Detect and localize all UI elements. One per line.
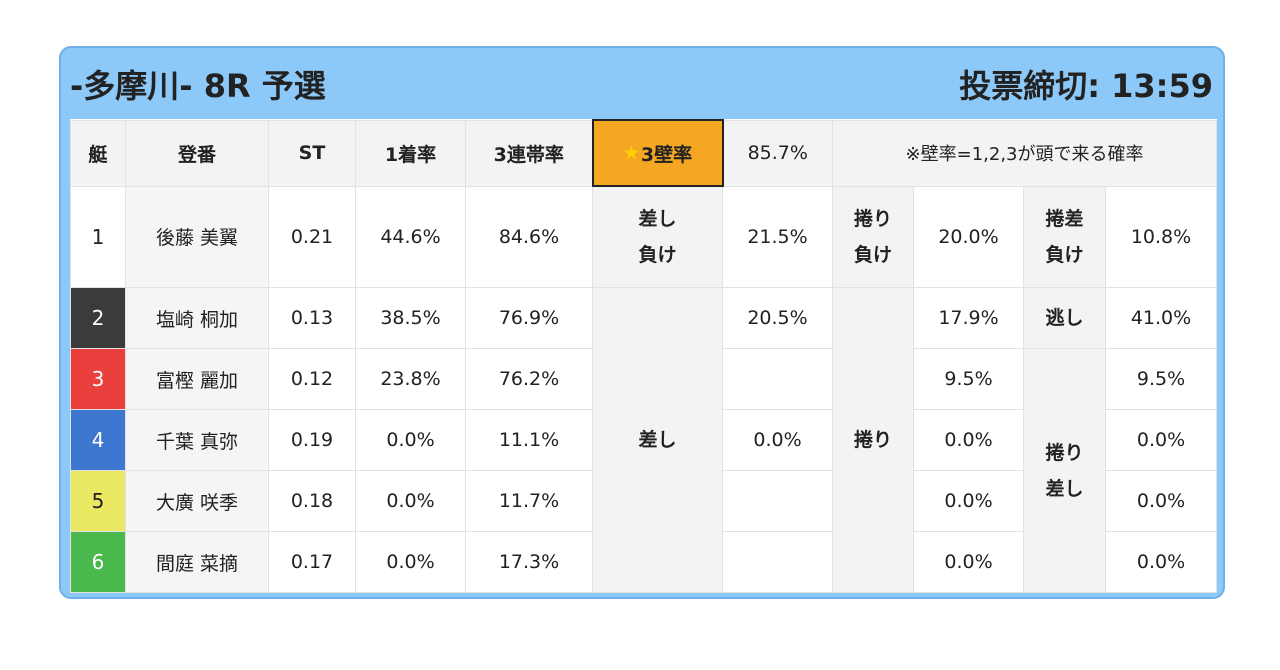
g3-row2-label: 逃し	[1023, 287, 1106, 349]
wall-rate-note: ※壁率=1,2,3が頭で来る確率	[831, 119, 1218, 187]
win-rate: 0.0%	[355, 409, 466, 471]
boat-number: 1	[70, 185, 126, 288]
boat-number: 6	[70, 531, 126, 593]
win-rate: 23.8%	[355, 348, 466, 410]
g2-value: 0.0%	[913, 409, 1024, 471]
g3-row1-value: 10.8%	[1104, 185, 1218, 288]
g2-value: 17.9%	[913, 287, 1024, 349]
top3-rate: 76.9%	[465, 287, 593, 349]
st-value: 0.21	[268, 185, 356, 288]
win-rate: 0.0%	[355, 531, 466, 593]
g2-value: 0.0%	[913, 470, 1024, 532]
col-header-boat: 艇	[70, 119, 126, 187]
racer-name: 千葉 真弥	[125, 409, 269, 471]
g3-label: 捲り 差し	[1023, 348, 1106, 593]
race-title: -多摩川- 8R 予選	[70, 67, 326, 105]
star-icon: ★	[622, 142, 640, 164]
col-header-name: 登番	[125, 119, 269, 187]
g2-row1-label-a: 捲り	[853, 207, 892, 230]
top3-rate: 11.7%	[465, 470, 593, 532]
wall-rate-label: 3壁率	[640, 143, 693, 166]
racer-name: 大廣 咲季	[125, 470, 269, 532]
racer-name: 後藤 美翼	[125, 185, 269, 288]
g1-value: 20.5%	[722, 287, 833, 349]
g1-row1-value: 21.5%	[722, 185, 833, 288]
boat-number: 3	[70, 348, 126, 410]
g1-row1-label-b: 負け	[638, 244, 677, 266]
g2-value: 0.0%	[913, 531, 1024, 593]
race-card: -多摩川- 8R 予選 投票締切: 13:59 艇 登番 ST 1着率 3連帯率…	[59, 46, 1225, 599]
g2-row1-value: 20.0%	[913, 185, 1024, 288]
col-header-win: 1着率	[355, 119, 466, 187]
boat-number: 4	[70, 409, 126, 471]
g3-value: 9.5%	[1104, 348, 1218, 410]
g3-row1-label-a: 捲差	[1045, 207, 1084, 230]
st-value: 0.13	[268, 287, 356, 349]
table-header-row: 艇 登番 ST 1着率 3連帯率 ★ 3壁率 85.7% ※壁率=1,2,3が頭…	[70, 119, 1218, 187]
wall-rate-header[interactable]: ★ 3壁率	[591, 119, 724, 187]
g3-value: 0.0%	[1104, 531, 1218, 593]
table-row: 1 後藤 美翼 0.21 44.6% 84.6% 差し 負け 21.5% 捲り …	[70, 185, 1218, 288]
g2-label: 捲り	[832, 287, 914, 593]
g2-row1-label: 捲り 負け	[832, 185, 914, 288]
g1-value: 0.0%	[722, 409, 833, 471]
g1-label: 差し	[592, 287, 723, 593]
g2-value: 9.5%	[913, 348, 1024, 410]
g1-value	[722, 348, 833, 410]
g3-value: 0.0%	[1104, 470, 1218, 532]
st-value: 0.17	[268, 531, 356, 593]
racer-name: 塩崎 桐加	[125, 287, 269, 349]
g3-label-b: 差し	[1045, 477, 1084, 500]
boat-number: 5	[70, 470, 126, 532]
boat-number: 2	[70, 287, 126, 349]
col-header-top3: 3連帯率	[465, 119, 593, 187]
g3-value: 0.0%	[1104, 409, 1218, 471]
col-header-st: ST	[268, 119, 356, 187]
st-value: 0.12	[268, 348, 356, 410]
g2-row1-label-b: 負け	[853, 243, 892, 266]
g1-row1-label-a: 差し	[638, 208, 677, 230]
win-rate: 38.5%	[355, 287, 466, 349]
racer-stats-table: 艇 登番 ST 1着率 3連帯率 ★ 3壁率 85.7% ※壁率=1,2,3が頭…	[70, 119, 1218, 593]
top3-rate: 17.3%	[465, 531, 593, 593]
table-row: 3 富樫 麗加 0.12 23.8% 76.2% 9.5% 捲り 差し 9.5%	[70, 348, 1218, 593]
top3-rate: 84.6%	[465, 185, 593, 288]
st-value: 0.19	[268, 409, 356, 471]
g1-value	[722, 470, 833, 532]
racer-name: 間庭 菜摘	[125, 531, 269, 593]
win-rate: 0.0%	[355, 470, 466, 532]
table-row: 2 塩崎 桐加 0.13 38.5% 76.9% 差し 20.5% 捲り 17.…	[70, 287, 1218, 593]
g3-row1-label: 捲差 負け	[1023, 185, 1106, 288]
win-rate: 44.6%	[355, 185, 466, 288]
top3-rate: 76.2%	[465, 348, 593, 410]
st-value: 0.18	[268, 470, 356, 532]
g1-value	[722, 531, 833, 593]
g3-row1-label-b: 負け	[1045, 243, 1084, 266]
racer-name: 富樫 麗加	[125, 348, 269, 410]
g1-row1-label: 差し 負け	[592, 185, 723, 288]
g3-label-a: 捲り	[1045, 441, 1084, 464]
g3-value: 41.0%	[1104, 287, 1218, 349]
top3-rate: 11.1%	[465, 409, 593, 471]
table-row: 4 千葉 真弥 0.19 0.0% 11.1% 0.0% 0.0% 0.0%	[70, 409, 1218, 471]
table-row: 6 間庭 菜摘 0.17 0.0% 17.3% 0.0% 0.0%	[70, 531, 1218, 593]
deadline-text: 投票締切: 13:59	[959, 67, 1213, 105]
wall-rate-value: 85.7%	[722, 119, 833, 187]
table-row: 5 大廣 咲季 0.18 0.0% 11.7% 0.0% 0.0%	[70, 470, 1218, 532]
race-header: -多摩川- 8R 予選 投票締切: 13:59	[61, 48, 1223, 120]
